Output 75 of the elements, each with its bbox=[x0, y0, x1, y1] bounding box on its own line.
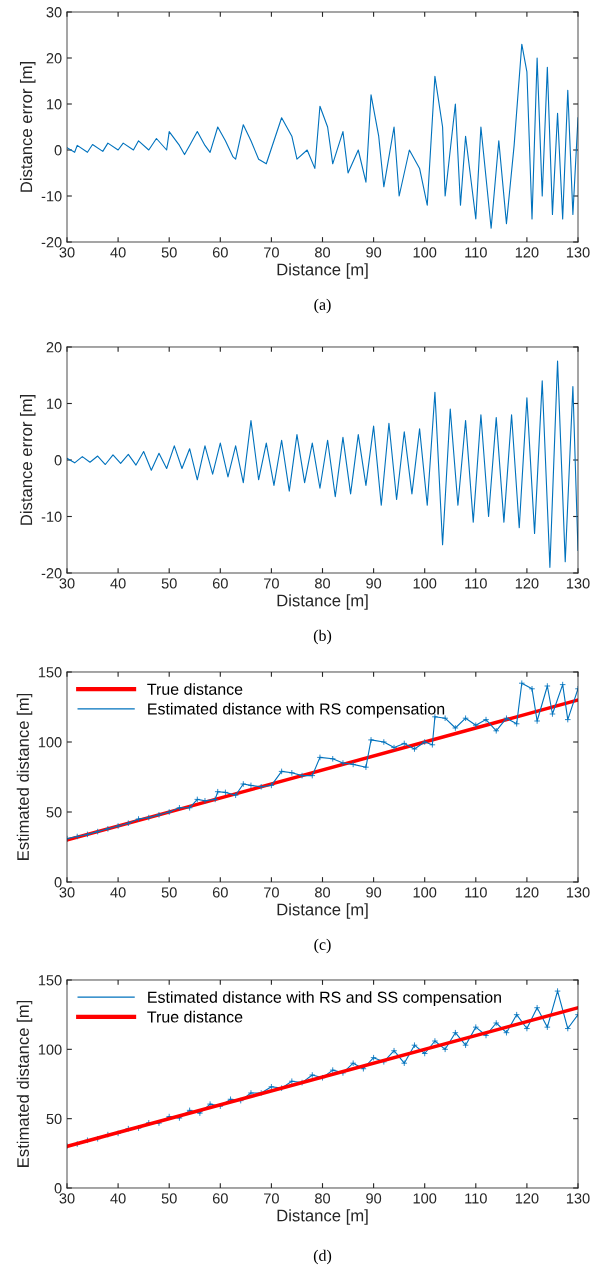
x-tick-label: 40 bbox=[110, 887, 126, 898]
x-tick-label: 100 bbox=[413, 578, 437, 589]
x-axis-title: Distance [m] bbox=[277, 594, 368, 610]
y-tick-label: 0 bbox=[54, 1183, 62, 1194]
legend-label: Estimated distance with RS compensation bbox=[148, 702, 445, 718]
x-tick-label: 80 bbox=[315, 1193, 331, 1204]
x-tick-label: 50 bbox=[161, 1193, 177, 1204]
y-tick-label: 10 bbox=[47, 398, 62, 409]
x-tick-label: 90 bbox=[366, 247, 382, 258]
y-tick-label: 0 bbox=[54, 455, 62, 466]
x-tick-label: 40 bbox=[110, 1193, 126, 1204]
y-tick-label: 150 bbox=[38, 975, 62, 986]
x-tick-label: 90 bbox=[366, 887, 382, 898]
x-axis-title: Distance [m] bbox=[277, 263, 368, 279]
x-tick-label: 70 bbox=[264, 1193, 279, 1204]
legend-label: True distance bbox=[147, 683, 243, 695]
text: (a) bbox=[314, 298, 331, 314]
x-tick-label: 60 bbox=[212, 1193, 228, 1204]
x-tick-label: 100 bbox=[413, 887, 437, 898]
x-tick-label: 50 bbox=[161, 578, 177, 589]
y-tick-label: 100 bbox=[38, 737, 62, 748]
y-tick-label: -20 bbox=[41, 237, 62, 248]
x-tick-label: 80 bbox=[315, 887, 331, 898]
y-tick-label: 150 bbox=[38, 667, 62, 678]
x-axis-title: Distance [m] bbox=[277, 1209, 368, 1225]
text: (d) bbox=[313, 1249, 332, 1265]
y-tick-label: 30 bbox=[46, 7, 62, 18]
y-tick-label: 0 bbox=[54, 145, 62, 156]
y-axis-title: Distance error [m] bbox=[19, 61, 36, 192]
x-tick-label: 80 bbox=[315, 578, 331, 589]
y-tick-label: 50 bbox=[46, 1113, 62, 1125]
y-tick-label: 0 bbox=[54, 877, 62, 888]
x-tick-label: 110 bbox=[465, 578, 487, 589]
x-tick-label: 70 bbox=[264, 247, 279, 258]
x-tick-label: 40 bbox=[110, 247, 126, 258]
x-tick-label: 100 bbox=[413, 247, 437, 258]
x-tick-label: 100 bbox=[413, 1193, 437, 1204]
x-tick-label: 70 bbox=[264, 887, 279, 898]
x-tick-label: 40 bbox=[110, 578, 126, 589]
legend-label: True distance bbox=[147, 1010, 243, 1023]
x-tick-label: 120 bbox=[515, 887, 539, 898]
x-tick-label: 60 bbox=[212, 887, 228, 898]
y-tick-label: 50 bbox=[46, 807, 62, 818]
x-tick-label: 60 bbox=[212, 247, 228, 258]
x-tick-label: 80 bbox=[315, 247, 331, 258]
x-tick-label: 90 bbox=[366, 578, 382, 589]
y-tick-label: -10 bbox=[41, 191, 62, 202]
y-axis-title: Distance error [m] bbox=[19, 394, 36, 525]
y-tick-label: 20 bbox=[46, 53, 62, 64]
y-tick-label: -10 bbox=[41, 511, 62, 522]
x-tick-label: 120 bbox=[515, 578, 539, 589]
y-axis-title: Estimated distance [m] bbox=[16, 1000, 33, 1167]
x-tick-label: 130 bbox=[566, 247, 590, 258]
x-tick-label: 60 bbox=[212, 578, 228, 589]
x-tick-label: 110 bbox=[465, 1193, 487, 1204]
x-tick-label: 120 bbox=[515, 1193, 539, 1204]
y-tick-label: 10 bbox=[47, 99, 62, 110]
y-tick-label: 20 bbox=[46, 342, 62, 353]
x-tick-label: 130 bbox=[566, 578, 590, 589]
x-tick-label: 50 bbox=[161, 887, 177, 898]
x-tick-label: 130 bbox=[566, 887, 590, 898]
text: (c) bbox=[314, 938, 331, 954]
x-tick-label: 130 bbox=[566, 1193, 590, 1204]
x-axis-title: Distance [m] bbox=[277, 903, 368, 919]
x-tick-label: 120 bbox=[515, 247, 539, 258]
x-tick-label: 70 bbox=[264, 578, 279, 589]
y-tick-label: 100 bbox=[38, 1044, 62, 1055]
x-tick-label: 110 bbox=[465, 887, 487, 898]
x-tick-label: 110 bbox=[465, 247, 487, 258]
x-tick-label: 90 bbox=[366, 1193, 382, 1204]
text: (b) bbox=[313, 629, 332, 645]
legend-label: Estimated distance with RS and SS compensation bbox=[148, 991, 501, 1007]
y-tick-label: -20 bbox=[41, 568, 62, 579]
y-axis-title: Estimated distance [m] bbox=[16, 693, 33, 860]
x-tick-label: 50 bbox=[161, 247, 177, 258]
